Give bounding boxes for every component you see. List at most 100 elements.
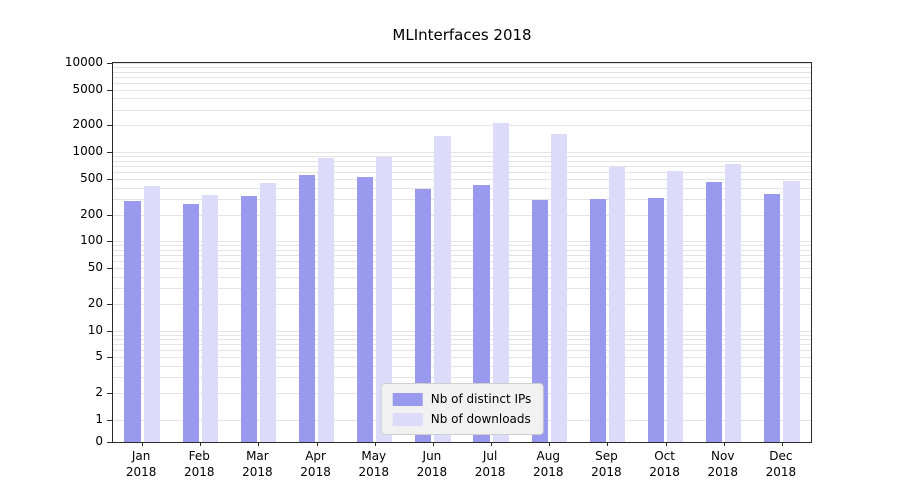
- bar-nb-of-downloads-jun: [434, 136, 451, 442]
- x-tick-mark: [258, 442, 260, 446]
- y-tick-label: 1: [95, 411, 103, 426]
- gridline: [113, 288, 811, 289]
- legend-label-downloads: Nb of downloads: [430, 412, 531, 426]
- gridline: [113, 63, 811, 64]
- bar-nb-of-downloads-mar: [259, 182, 277, 442]
- gridline: [113, 245, 811, 246]
- bar-nb-of-downloads-oct: [667, 170, 684, 442]
- bar-nb-of-downloads-jan: [143, 185, 160, 442]
- y-tick-mark: [107, 357, 112, 359]
- x-tick-label: Feb 2018: [183, 449, 215, 479]
- bar-nb-of-distinct-ips-feb: [182, 204, 199, 442]
- y-tick-label: 10000: [64, 55, 103, 69]
- bar-nb-of-downloads-jul: [492, 123, 509, 442]
- plot-area: Nb of distinct IPs Nb of downloads: [112, 62, 812, 443]
- x-tick-label: Apr 2018: [300, 449, 331, 479]
- gridline: [113, 250, 811, 251]
- bar-nb-of-distinct-ips-apr: [298, 175, 316, 442]
- y-tick-mark: [107, 179, 112, 181]
- bar-nb-of-distinct-ips-jun: [415, 188, 432, 442]
- bar-nb-of-distinct-ips-oct: [647, 197, 665, 442]
- x-tick-mark: [607, 442, 609, 446]
- gridline: [113, 215, 811, 216]
- gridline: [113, 350, 811, 351]
- gridline: [113, 156, 811, 157]
- bar-nb-of-distinct-ips-jul: [473, 184, 490, 442]
- x-tick-label: Sep 2018: [591, 449, 622, 479]
- x-tick-mark: [665, 442, 667, 446]
- y-tick-mark: [107, 125, 112, 127]
- bar-nb-of-downloads-aug: [550, 133, 567, 442]
- legend-label-distinct-ips: Nb of distinct IPs: [430, 392, 532, 406]
- gridline: [113, 199, 811, 200]
- legend: Nb of distinct IPs Nb of downloads: [380, 383, 544, 435]
- x-tick-label: Aug 2018: [532, 449, 564, 479]
- y-tick-mark: [107, 152, 112, 154]
- y-tick-label: 500: [80, 171, 103, 186]
- x-tick-mark: [549, 442, 551, 446]
- bar-nb-of-downloads-sep: [608, 167, 626, 442]
- gridline: [113, 339, 811, 340]
- gridline: [113, 166, 811, 167]
- gridline: [113, 83, 811, 84]
- x-tick-mark: [374, 442, 376, 446]
- y-axis-labels: 0 1 2 5 10 20 50 100 200 500 1000 2000 5000 10000: [0, 56, 103, 447]
- chart-title: MLInterfaces 2018: [392, 26, 532, 44]
- gridline: [113, 277, 811, 278]
- x-tick-mark: [200, 442, 202, 446]
- x-tick-label: May 2018: [358, 449, 390, 479]
- gridline: [113, 172, 811, 173]
- gridline: [113, 357, 811, 358]
- x-tick-mark: [432, 442, 434, 446]
- y-tick-label: 100: [80, 233, 103, 248]
- x-tick-mark: [781, 442, 783, 446]
- y-tick-label: 0: [95, 434, 103, 448]
- gridline: [113, 331, 811, 332]
- x-tick-label: Dec 2018: [765, 449, 797, 479]
- y-tick-mark: [107, 392, 112, 394]
- gridline: [113, 77, 811, 78]
- y-tick-mark: [107, 419, 112, 421]
- legend-swatch-downloads: [392, 412, 423, 426]
- gridline: [113, 161, 811, 162]
- y-tick-label: 20: [87, 295, 103, 310]
- gridlines-layer: [113, 63, 811, 442]
- bar-nb-of-distinct-ips-aug: [531, 200, 548, 442]
- bar-nb-of-downloads-may: [376, 157, 393, 442]
- gridline: [113, 377, 811, 378]
- bar-nb-of-downloads-nov: [725, 164, 742, 442]
- gridline: [113, 188, 811, 189]
- bar-nb-of-downloads-dec: [783, 180, 800, 442]
- gridline: [113, 335, 811, 336]
- y-tick-mark: [107, 214, 112, 216]
- bar-nb-of-distinct-ips-may: [357, 176, 374, 442]
- bars-layer: [113, 63, 811, 442]
- legend-item-distinct-ips: Nb of distinct IPs: [392, 392, 532, 406]
- x-tick-mark: [491, 442, 493, 446]
- gridline: [113, 304, 811, 305]
- y-tick-label: 50: [87, 260, 103, 275]
- gridline: [113, 366, 811, 367]
- x-axis-labels: Jan 2018 Feb 2018 Mar 2018 Apr 2018 May 2018…: [112, 448, 812, 488]
- y-tick-label: 10: [87, 322, 103, 337]
- gridline: [113, 241, 811, 242]
- y-tick-label: 5: [95, 349, 103, 364]
- gridline: [113, 72, 811, 73]
- y-tick-mark: [107, 268, 112, 270]
- x-tick-label: Mar 2018: [242, 449, 273, 479]
- gridline: [113, 125, 811, 126]
- x-tick-label: Jun 2018: [416, 449, 448, 479]
- gridline: [113, 152, 811, 153]
- legend-swatch-distinct-ips: [392, 392, 423, 406]
- bar-nb-of-distinct-ips-mar: [240, 196, 257, 442]
- x-tick-label: Jan 2018: [125, 449, 157, 479]
- y-tick-label: 2000: [72, 117, 103, 132]
- bar-nb-of-downloads-apr: [318, 158, 335, 442]
- y-tick-mark: [107, 442, 112, 443]
- x-tick-label: Oct 2018: [649, 449, 680, 479]
- y-tick-mark: [107, 330, 112, 332]
- y-tick-mark: [107, 63, 112, 64]
- x-tick-label: Jul 2018: [474, 449, 506, 479]
- x-tick-mark: [723, 442, 725, 446]
